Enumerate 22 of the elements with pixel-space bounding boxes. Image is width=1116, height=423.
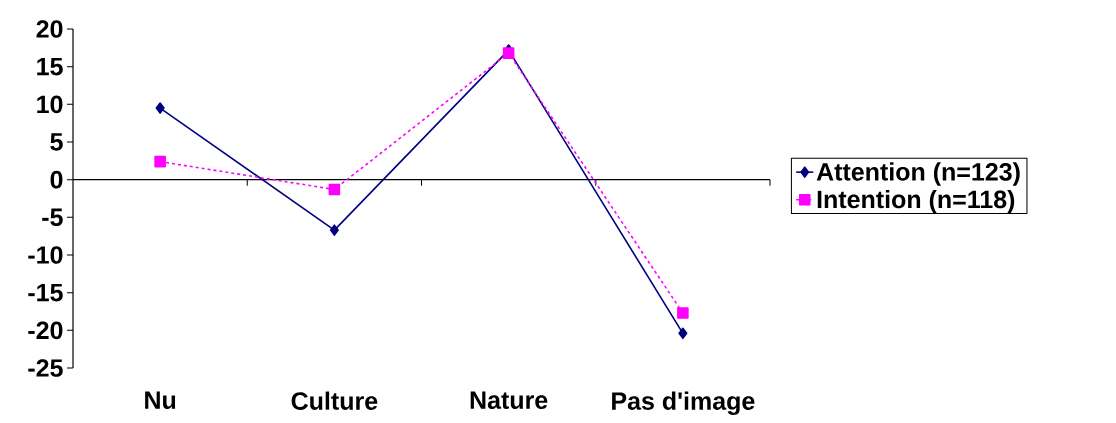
x-tick-label: Pas d'image <box>612 391 755 415</box>
y-tick-label: -25 <box>28 359 63 377</box>
point <box>678 327 688 340</box>
y-tick-label: -10 <box>28 246 63 264</box>
y-tick-label: 10 <box>37 95 63 114</box>
x-tick-label: Nature <box>470 391 548 409</box>
legend-label: Attention (n=123) <box>816 162 1020 186</box>
y-tick-label: 0 <box>50 170 63 189</box>
y-tick-label: 15 <box>37 57 63 76</box>
point <box>677 307 689 319</box>
x-tick-label: Culture <box>291 391 378 410</box>
x-tick-label: Nu <box>145 391 176 409</box>
point <box>329 224 339 236</box>
y-tick-label: -5 <box>42 208 63 227</box>
y-tick-label: 5 <box>50 133 63 151</box>
point <box>154 155 166 168</box>
point <box>328 183 341 196</box>
point <box>155 102 165 114</box>
y-tick-label: 20 <box>36 20 63 38</box>
legend-label: Intention (n=118) <box>817 189 1015 214</box>
y-tick-label: -15 <box>28 283 63 302</box>
y-tick-label: -20 <box>28 321 63 340</box>
